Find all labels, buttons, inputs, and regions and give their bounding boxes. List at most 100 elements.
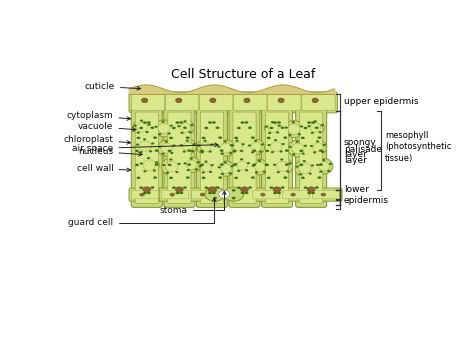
- Ellipse shape: [204, 161, 208, 163]
- Text: mesophyll
(photosynthetic
tissue): mesophyll (photosynthetic tissue): [385, 131, 451, 162]
- Ellipse shape: [232, 189, 236, 192]
- Ellipse shape: [268, 132, 271, 134]
- FancyBboxPatch shape: [283, 190, 310, 199]
- Ellipse shape: [186, 176, 190, 179]
- Ellipse shape: [158, 123, 170, 134]
- Ellipse shape: [179, 139, 196, 154]
- Ellipse shape: [283, 137, 287, 139]
- Ellipse shape: [158, 133, 161, 135]
- Text: air space: air space: [72, 143, 218, 153]
- Ellipse shape: [277, 121, 281, 123]
- Ellipse shape: [224, 141, 227, 143]
- FancyBboxPatch shape: [196, 108, 228, 207]
- Ellipse shape: [248, 144, 251, 147]
- Ellipse shape: [187, 160, 197, 170]
- Ellipse shape: [166, 172, 169, 174]
- Ellipse shape: [170, 193, 174, 196]
- Ellipse shape: [201, 164, 204, 166]
- Text: dreamstime.com: dreamstime.com: [9, 343, 74, 352]
- Ellipse shape: [311, 121, 315, 123]
- Ellipse shape: [251, 137, 255, 139]
- FancyBboxPatch shape: [135, 112, 158, 203]
- Ellipse shape: [267, 137, 271, 139]
- Ellipse shape: [315, 186, 319, 189]
- Ellipse shape: [172, 127, 175, 129]
- Ellipse shape: [264, 164, 268, 166]
- Ellipse shape: [251, 142, 261, 152]
- Ellipse shape: [301, 153, 305, 155]
- FancyBboxPatch shape: [201, 112, 224, 203]
- Ellipse shape: [273, 192, 277, 194]
- Ellipse shape: [224, 161, 227, 163]
- Ellipse shape: [158, 145, 161, 148]
- Ellipse shape: [245, 169, 248, 171]
- Ellipse shape: [289, 146, 292, 148]
- Ellipse shape: [311, 165, 314, 166]
- FancyBboxPatch shape: [165, 94, 199, 111]
- FancyBboxPatch shape: [310, 188, 342, 201]
- Ellipse shape: [198, 144, 201, 147]
- Ellipse shape: [247, 139, 264, 155]
- Ellipse shape: [208, 192, 212, 194]
- Ellipse shape: [135, 138, 155, 155]
- Ellipse shape: [219, 190, 230, 198]
- Ellipse shape: [318, 176, 321, 179]
- Ellipse shape: [186, 140, 189, 142]
- Ellipse shape: [248, 186, 252, 189]
- Ellipse shape: [308, 125, 310, 127]
- Ellipse shape: [177, 125, 181, 127]
- FancyBboxPatch shape: [162, 190, 189, 199]
- Ellipse shape: [144, 170, 146, 172]
- Ellipse shape: [278, 98, 284, 103]
- Ellipse shape: [201, 150, 204, 152]
- FancyBboxPatch shape: [159, 188, 191, 201]
- Ellipse shape: [244, 98, 250, 103]
- Ellipse shape: [295, 166, 299, 168]
- Ellipse shape: [273, 187, 281, 192]
- Ellipse shape: [261, 144, 264, 145]
- Ellipse shape: [236, 140, 238, 142]
- FancyBboxPatch shape: [234, 94, 267, 111]
- Ellipse shape: [175, 187, 183, 192]
- Ellipse shape: [151, 127, 154, 129]
- Ellipse shape: [304, 186, 307, 189]
- Ellipse shape: [220, 153, 224, 155]
- Ellipse shape: [241, 187, 248, 192]
- Ellipse shape: [151, 143, 154, 144]
- Ellipse shape: [169, 137, 173, 139]
- Ellipse shape: [161, 143, 173, 153]
- Ellipse shape: [168, 164, 171, 166]
- FancyBboxPatch shape: [200, 94, 233, 111]
- Ellipse shape: [208, 121, 212, 123]
- Ellipse shape: [322, 159, 325, 161]
- Ellipse shape: [205, 186, 208, 189]
- Ellipse shape: [162, 121, 165, 122]
- Ellipse shape: [264, 121, 282, 135]
- Ellipse shape: [310, 140, 327, 155]
- Text: nucleus: nucleus: [78, 147, 142, 156]
- Ellipse shape: [307, 120, 324, 135]
- Ellipse shape: [271, 141, 282, 152]
- Text: cytoplasm: cytoplasm: [67, 112, 130, 121]
- FancyBboxPatch shape: [164, 108, 195, 207]
- Ellipse shape: [176, 98, 182, 103]
- Ellipse shape: [181, 123, 191, 132]
- FancyBboxPatch shape: [131, 190, 158, 199]
- Ellipse shape: [197, 139, 214, 155]
- Ellipse shape: [248, 127, 252, 129]
- Ellipse shape: [155, 149, 158, 152]
- Ellipse shape: [271, 121, 274, 123]
- FancyBboxPatch shape: [197, 92, 235, 113]
- Ellipse shape: [232, 197, 236, 199]
- Ellipse shape: [183, 127, 187, 129]
- FancyBboxPatch shape: [268, 94, 301, 111]
- Ellipse shape: [229, 152, 232, 154]
- Ellipse shape: [254, 140, 257, 142]
- Ellipse shape: [186, 137, 190, 139]
- Ellipse shape: [183, 157, 201, 172]
- FancyBboxPatch shape: [129, 188, 161, 201]
- Ellipse shape: [281, 186, 284, 189]
- Ellipse shape: [153, 170, 156, 171]
- Ellipse shape: [213, 189, 217, 192]
- Ellipse shape: [245, 121, 248, 123]
